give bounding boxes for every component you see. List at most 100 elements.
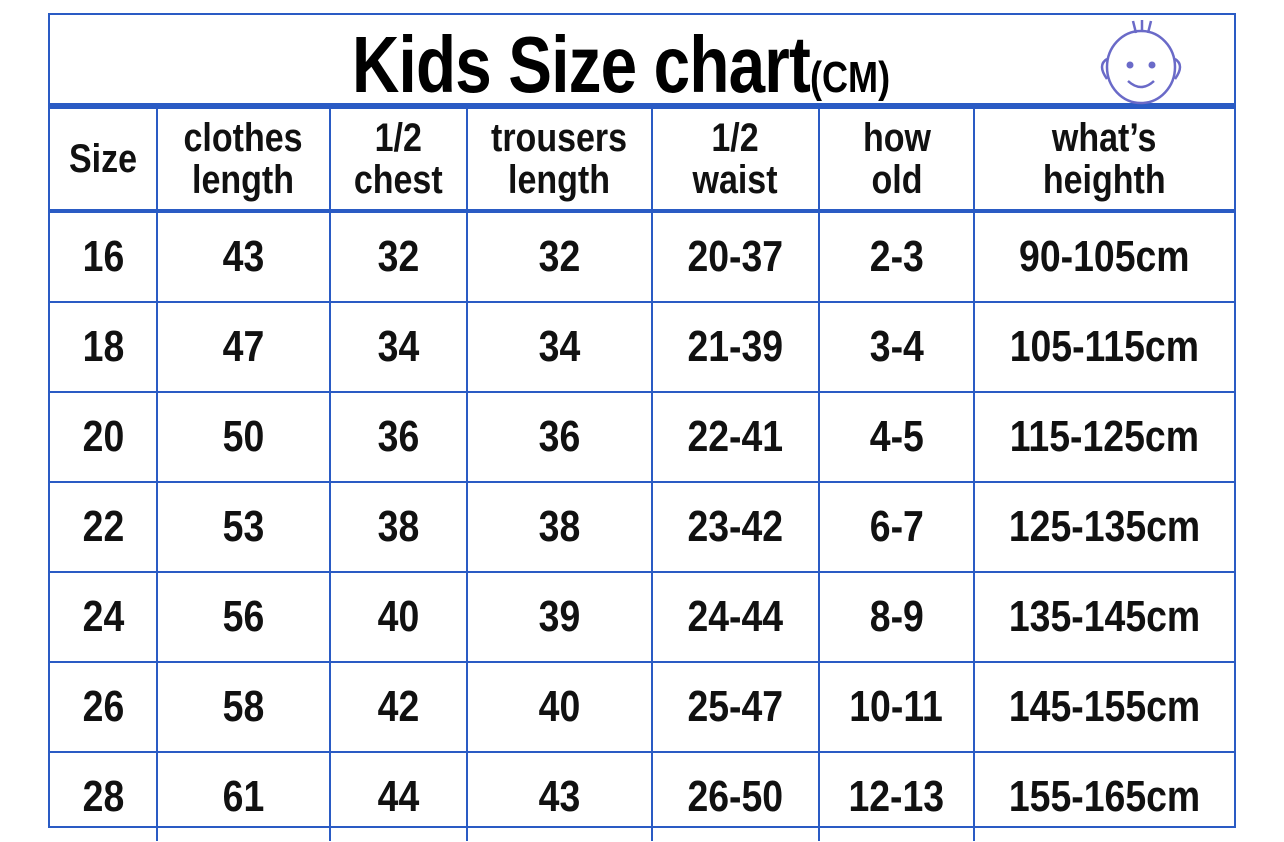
table-cell: 43 [156,210,331,303]
cell-value: 90-105cm [1019,232,1190,281]
table-cell: 56 [156,571,331,663]
table-cell: 34 [329,301,468,393]
table-cell: 135-145cm [973,571,1234,663]
cell-value: 58 [222,682,265,731]
cell-value: 61 [222,772,265,821]
cell-value: 12-13 [848,772,945,821]
table-cell: 42 [329,661,468,753]
cell-value: 34 [377,322,420,371]
cell-value: 10-11 [849,682,944,731]
header-line: clothes [183,116,304,160]
header-line: how [862,116,931,160]
cell-value: 2-3 [869,232,924,281]
cell-value: 42 [377,682,420,731]
table-cell: 16 [50,210,158,303]
cell-value: 25-47 [687,682,784,731]
cell-value: 125-135cm [1008,502,1201,551]
table-cell: 20 [50,391,158,483]
cell-value: 115-125cm [1009,412,1200,461]
column-header: clothes length [156,107,331,213]
header-line: heighth [1043,158,1166,202]
table-cell: 125-135cm [973,481,1234,573]
table-cell: 21-39 [651,301,820,393]
header-line: 1/2 [374,116,423,160]
table-cell: 43 [466,751,653,841]
header-line: 1/2 [711,116,760,160]
cell-value: 36 [377,412,420,461]
table-cell: 105-115cm [973,301,1234,393]
cell-value: 26 [82,682,124,731]
table-cell: 40 [329,571,468,663]
cell-value: 56 [222,592,265,641]
column-header: 1/2 chest [329,107,468,213]
cell-value: 40 [538,682,581,731]
table-cell: 25-47 [651,661,820,753]
table-cell: 24-44 [651,571,820,663]
table-cell: 8-9 [818,571,975,663]
cell-value: 20-37 [687,232,784,281]
table-cell: 38 [466,481,653,573]
table-row: 18 47 34 34 21-39 3-4 105-115cm [50,301,1234,393]
cell-value: 28 [82,772,124,821]
column-header: 1/2 waist [651,107,820,213]
table-cell: 155-165cm [973,751,1234,841]
column-header: what’s heighth [973,107,1234,213]
table-cell: 32 [329,210,468,303]
table-cell: 10-11 [818,661,975,753]
cell-value: 53 [222,502,265,551]
cell-value: 23-42 [687,502,784,551]
cell-value: 145-155cm [1008,682,1201,731]
size-chart: Kids Size chart(CM) Size clothes length 1/2… [48,13,1236,841]
cell-value: 20 [82,412,124,461]
table-cell: 22-41 [651,391,820,483]
cell-value: 40 [377,592,420,641]
cell-value: 43 [222,232,265,281]
table-cell: 34 [466,301,653,393]
header-line: length [508,158,611,202]
table-cell: 26-50 [651,751,820,841]
title-row: Kids Size chart(CM) [50,15,1234,109]
cell-value: 4-5 [869,412,924,461]
table-cell: 6-7 [818,481,975,573]
table-cell: 47 [156,301,331,393]
cell-value: 26-50 [687,772,784,821]
header-line: waist [692,158,779,202]
table-cell: 145-155cm [973,661,1234,753]
cell-value: 50 [222,412,265,461]
cell-value: 8-9 [869,592,924,641]
table-row: 22 53 38 38 23-42 6-7 125-135cm [50,481,1234,573]
table-cell: 22 [50,481,158,573]
cell-value: 24 [82,592,124,641]
cell-value: 36 [538,412,581,461]
header-line: what’s [1052,116,1157,160]
table-cell: 58 [156,661,331,753]
table-cell: 4-5 [818,391,975,483]
table-cell: 50 [156,391,331,483]
table-cell: 2-3 [818,210,975,303]
table-cell: 40 [466,661,653,753]
header-line: chest [354,158,443,202]
cell-value: 135-145cm [1008,592,1201,641]
column-header: trousers length [466,107,653,213]
header-line: Size [68,137,138,181]
table-row: 16 43 32 32 20-37 2-3 90-105cm [50,210,1234,303]
cell-value: 38 [538,502,581,551]
cell-value: 44 [377,772,420,821]
table-cell: 20-37 [651,210,820,303]
table-cell: 28 [50,751,158,841]
cell-value: 24-44 [687,592,784,641]
table-cell: 115-125cm [973,391,1234,483]
cell-value: 21-39 [687,322,784,371]
table-row: 28 61 44 43 26-50 12-13 155-165cm [50,751,1234,841]
table-cell: 18 [50,301,158,393]
title-unit: (CM) [809,53,891,102]
column-header: Size [50,107,158,213]
table-cell: 24 [50,571,158,663]
cell-value: 155-165cm [1008,772,1201,821]
cell-value: 18 [82,322,124,371]
title-main: Kids Size chart [352,20,811,109]
table-cell: 90-105cm [973,210,1234,303]
baby-face-icon [1100,20,1182,105]
column-header: how old [818,107,975,213]
table-cell: 32 [466,210,653,303]
